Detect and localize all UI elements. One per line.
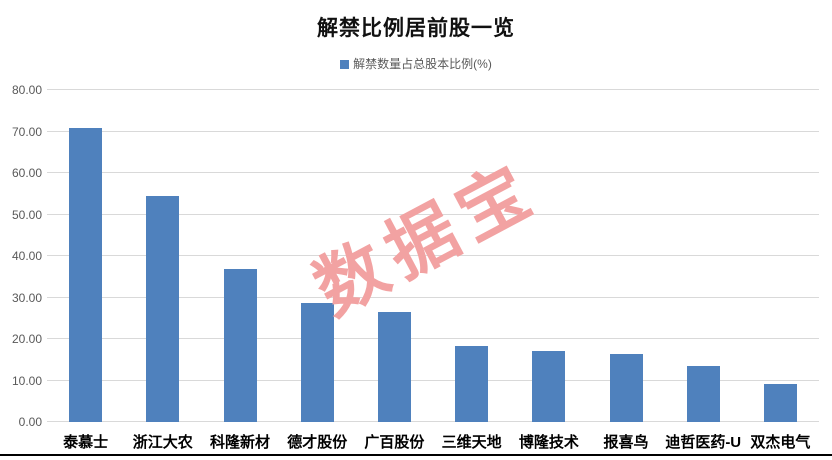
x-tick-label: 双杰电气 [750, 434, 811, 451]
x-tick-label: 博隆技术 [518, 434, 579, 451]
x-tick-label: 三维天地 [441, 434, 502, 451]
bar-slot [356, 90, 433, 422]
bar-slot [587, 90, 664, 422]
x-axis-labels: 泰慕士 浙江大农 科隆新材 德才股份 广百股份 三维天地 博隆技术 报喜鸟 迪哲医药-U 双杰电气 [47, 431, 819, 452]
bar-7 [532, 351, 566, 422]
gridline [47, 255, 819, 256]
bar-9 [686, 365, 720, 422]
bar-slot [124, 90, 201, 422]
x-tick-label: 德才股份 [287, 434, 348, 451]
y-tick-label: 70.00 [11, 124, 42, 139]
bar-3 [223, 268, 257, 422]
bar-5 [377, 312, 411, 422]
plot-area [47, 89, 819, 422]
x-tick-label: 广百股份 [364, 434, 425, 451]
gridline [47, 296, 819, 298]
x-tick-label: 泰慕士 [63, 434, 109, 451]
gridline [47, 130, 819, 132]
gridline [47, 421, 819, 422]
bar-slot [279, 90, 356, 422]
y-tick-label: 40.00 [11, 249, 42, 263]
y-tick-label: 80.00 [11, 83, 42, 97]
x-tick-label: 科隆新材 [210, 434, 271, 451]
bar-slot [201, 90, 278, 422]
bar-slot [742, 90, 819, 422]
bar-slot [433, 90, 510, 422]
bar-10 [763, 384, 797, 422]
bottom-border-line [0, 454, 832, 456]
y-tick-label: 30.00 [11, 290, 42, 305]
bar-slot [665, 90, 742, 422]
gridline [47, 379, 819, 381]
y-tick-label: 20.00 [11, 332, 42, 346]
y-tick-label: 60.00 [11, 166, 42, 180]
y-tick-label: 10.00 [11, 373, 42, 388]
gridline [47, 172, 819, 173]
gridline [47, 338, 819, 339]
chart-title: 解禁比例居前股一览 [317, 17, 515, 40]
bar-6 [455, 346, 489, 422]
gridline [47, 89, 819, 90]
bar-8 [609, 353, 643, 422]
bar-2 [146, 196, 180, 422]
bar-slot [47, 90, 124, 422]
bar-4 [300, 303, 334, 422]
legend-label: 解禁数量占总股本比例(%) [353, 57, 492, 71]
bar-slot [510, 90, 587, 422]
legend: 解禁数量占总股本比例(%) [0, 55, 832, 72]
y-axis-labels: 80.00 70.00 60.00 50.00 40.00 30.00 20.00 10.00… [0, 83, 42, 429]
x-tick-label: 迪哲医药-U [665, 434, 742, 451]
legend-swatch-icon [340, 60, 350, 69]
y-tick-label: 50.00 [11, 207, 42, 222]
bars [47, 90, 819, 422]
x-tick-label: 报喜鸟 [603, 434, 649, 451]
y-tick-label: 0.00 [18, 415, 42, 429]
bar-1 [69, 128, 103, 422]
x-tick-label: 浙江大农 [132, 434, 193, 451]
gridline [47, 213, 819, 215]
